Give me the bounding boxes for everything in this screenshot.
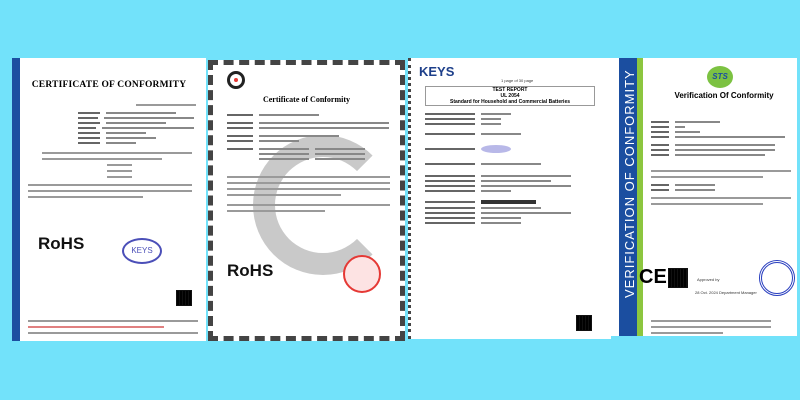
approval-date: 28 Oct. 2024: [695, 290, 718, 295]
standard-title: Standard for Household and Commercial Ba…: [449, 99, 571, 105]
qr-code: [668, 268, 688, 288]
certificate-title: Verification Of Conformity: [674, 91, 774, 100]
side-strip: [12, 58, 20, 341]
approved-by-label: Approved by: [697, 277, 720, 282]
standard-number: UL 2054: [500, 93, 520, 99]
ce-mark: CE: [639, 266, 667, 288]
rohs-mark: RoHS: [38, 234, 85, 253]
certifier-logo: [227, 71, 245, 89]
keys-stamp: KEYS: [122, 238, 162, 264]
certificate-title: Certificate of Conformity: [262, 95, 351, 104]
report-type: TEST REPORT: [492, 87, 528, 93]
page-indicator: 1 page of 30 page: [501, 78, 534, 83]
sts-logo: STS: [707, 66, 733, 88]
side-band: [619, 58, 643, 336]
rohs-certificate-keys: CERTIFICATE OF CONFORMITY RoHS KEYS: [12, 58, 206, 341]
verification-of-conformity: VERIFICATION OF CONFORMITY STS Verificat…: [611, 58, 797, 336]
side-band-text: VERIFICATION OF CONFORMITY: [622, 69, 637, 298]
approver-role: Department Manager: [719, 290, 757, 295]
red-seal-stamp: [343, 255, 381, 293]
report-header: TEST REPORT UL 2054 Standard for Househo…: [425, 86, 595, 106]
sts-seal-stamp: [759, 260, 795, 296]
ul2054-test-report: KEYS 1 page of 30 page TEST REPORT UL 20…: [408, 58, 611, 339]
rohs-mark: RoHS: [227, 261, 274, 280]
qr-code: [176, 290, 192, 306]
rohs-certificate: Certificate of Conformity RoHS: [208, 60, 405, 341]
keys-logo: KEYS: [419, 64, 455, 79]
qr-code: [576, 315, 592, 331]
certificate-title: CERTIFICATE OF CONFORMITY: [31, 80, 187, 90]
